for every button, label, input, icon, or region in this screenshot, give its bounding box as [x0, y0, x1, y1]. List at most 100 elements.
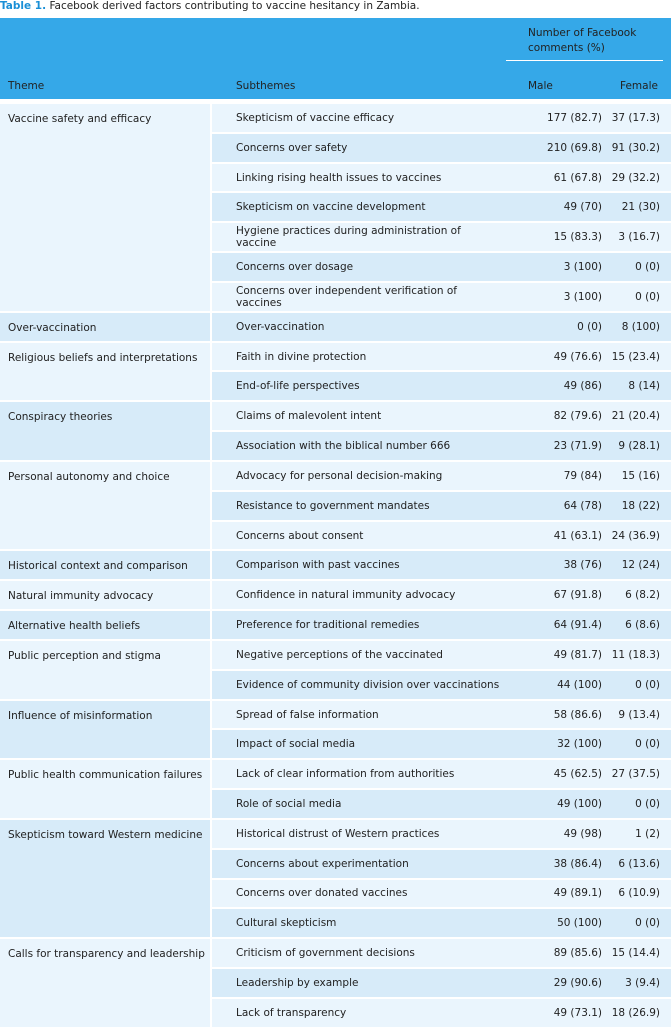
female-cell: 12 (24)	[610, 551, 671, 580]
female-cell-text: 6 (10.9)	[618, 887, 660, 900]
female-cell-text: 15 (16)	[621, 469, 660, 482]
subtheme-cell-text: Criticism of government decisions	[236, 947, 415, 960]
theme-cell: Calls for transparency and leadership	[0, 939, 210, 1027]
subtheme-cell-text: Skepticism of vaccine efficacy	[236, 111, 395, 124]
subtheme-cell-text: End-of-life perspectives	[236, 380, 360, 393]
header-female: Female	[620, 80, 658, 92]
theme-cell: Natural immunity advocacy	[0, 581, 210, 610]
caption: Table 1. Facebook derived factors contri…	[0, 0, 420, 12]
theme-cell-text: Religious beliefs and interpretations	[8, 351, 198, 364]
male-cell-text: 29 (90.6)	[553, 976, 602, 989]
table-header: Number of Facebook comments (%) Theme Su…	[0, 18, 671, 99]
subtheme-cell-text: Comparison with past vaccines	[236, 559, 400, 572]
subtheme-cell: Lack of clear information from authoriti…	[212, 760, 502, 789]
female-cell: 8 (100)	[610, 312, 671, 341]
male-cell: 49 (70)	[502, 193, 610, 222]
subtheme-cell-text: Negative perceptions of the vaccinated	[236, 648, 443, 661]
female-cell-text: 3 (9.4)	[625, 976, 660, 989]
male-cell: 49 (81.7)	[502, 640, 610, 669]
theme-cell: Influence of misinformation	[0, 700, 210, 759]
subtheme-cell-text: Over-vaccination	[236, 320, 325, 333]
female-cell: 24 (36.9)	[610, 521, 671, 550]
female-cell: 0 (0)	[610, 670, 671, 699]
male-cell-text: 64 (91.4)	[553, 619, 602, 632]
male-cell-text: 49 (98)	[563, 827, 602, 840]
male-cell-text: 49 (76.6)	[553, 350, 602, 363]
female-cell: 9 (13.4)	[610, 700, 671, 729]
subtheme-cell: Concerns over dosage	[212, 253, 502, 281]
female-cell: 0 (0)	[610, 909, 671, 938]
female-cell: 6 (13.6)	[610, 849, 671, 878]
subtheme-cell: Concerns about experimentation	[212, 849, 502, 878]
male-cell: 49 (73.1)	[502, 998, 610, 1027]
male-cell: 49 (98)	[502, 819, 610, 848]
subtheme-cell-text: Concerns about experimentation	[236, 857, 409, 870]
subtheme-cell: End-of-life perspectives	[212, 372, 502, 401]
male-cell: 64 (91.4)	[502, 611, 610, 639]
subtheme-cell: Over-vaccination	[212, 312, 502, 341]
male-cell: 23 (71.9)	[502, 432, 610, 460]
theme-cell-text: Vaccine safety and efficacy	[8, 113, 152, 125]
male-cell-text: 38 (76)	[563, 559, 602, 572]
theme-cell: Over-vaccination	[0, 312, 210, 341]
male-cell: 32 (100)	[502, 730, 610, 759]
subtheme-cell-text: Linking rising health issues to vaccines	[236, 171, 442, 184]
subtheme-cell-text: Lack of transparency	[236, 1006, 347, 1019]
female-cell-text: 18 (26.9)	[611, 1006, 660, 1019]
male-cell-text: 210 (69.8)	[547, 141, 602, 154]
male-cell-text: 50 (100)	[557, 917, 602, 930]
theme-cell: Alternative health beliefs	[0, 611, 210, 639]
female-cell-text: 24 (36.9)	[611, 529, 660, 542]
male-cell-text: 3 (100)	[563, 261, 602, 274]
female-cell-text: 91 (30.2)	[611, 141, 660, 154]
subtheme-cell-text: Concerns over safety	[236, 141, 348, 154]
subtheme-cell: Linking rising health issues to vaccines	[212, 163, 502, 192]
theme-cell-text: Conspiracy theories	[8, 411, 113, 424]
subtheme-cell: Concerns about consent	[212, 521, 502, 550]
subtheme-cell-text: Concerns about consent	[236, 529, 364, 542]
subtheme-cell: Role of social media	[212, 790, 502, 818]
male-cell: 29 (90.6)	[502, 969, 610, 997]
female-cell-text: 9 (13.4)	[618, 708, 660, 721]
female-cell-text: 37 (17.3)	[611, 111, 660, 124]
male-cell: 50 (100)	[502, 909, 610, 938]
female-cell: 37 (17.3)	[610, 104, 671, 132]
male-cell: 58 (86.6)	[502, 700, 610, 729]
female-cell: 0 (0)	[610, 790, 671, 818]
male-cell-text: 79 (84)	[563, 469, 602, 482]
female-cell: 15 (16)	[610, 461, 671, 490]
subtheme-cell: Negative perceptions of the vaccinated	[212, 640, 502, 669]
subtheme-cell-text: Resistance to government mandates	[236, 499, 430, 512]
subtheme-cell-text: Hygiene practices during administration …	[236, 225, 461, 250]
female-cell: 15 (14.4)	[610, 939, 671, 968]
theme-cell: Personal autonomy and choice	[0, 461, 210, 550]
female-cell: 18 (22)	[610, 491, 671, 520]
subtheme-cell-text: Lack of clear information from authoriti…	[236, 768, 455, 781]
subtheme-cell: Advocacy for personal decision-making	[212, 461, 502, 490]
theme-cell: Vaccine safety and efficacy	[0, 104, 210, 311]
subtheme-cell-text: Concerns over independent verification o…	[236, 284, 458, 309]
subtheme-cell-text: Historical distrust of Western practices	[236, 827, 440, 840]
female-cell: 11 (18.3)	[610, 640, 671, 669]
female-cell-text: 27 (37.5)	[611, 768, 660, 781]
female-cell-text: 6 (13.6)	[618, 857, 660, 870]
header-theme: Theme	[8, 80, 45, 92]
male-cell-text: 0 (0)	[577, 320, 602, 333]
female-cell-text: 0 (0)	[635, 917, 660, 930]
female-cell: 3 (16.7)	[610, 223, 671, 252]
subtheme-cell: Association with the biblical number 666	[212, 432, 502, 460]
header-subthemes: Subthemes	[236, 80, 296, 92]
female-cell: 21 (30)	[610, 193, 671, 222]
male-cell: 41 (63.1)	[502, 521, 610, 550]
subtheme-cell: Criticism of government decisions	[212, 939, 502, 968]
caption-text: Facebook derived factors contributing to…	[49, 0, 420, 12]
subtheme-cell: Comparison with past vaccines	[212, 551, 502, 580]
female-cell-text: 12 (24)	[621, 559, 660, 572]
female-cell-text: 29 (32.2)	[611, 171, 660, 184]
male-cell-text: 41 (63.1)	[553, 529, 602, 542]
subtheme-cell: Skepticism of vaccine efficacy	[212, 104, 502, 132]
subtheme-cell-text: Skepticism on vaccine development	[236, 201, 426, 214]
subtheme-cell: Impact of social media	[212, 730, 502, 759]
female-cell-text: 3 (16.7)	[618, 231, 660, 244]
